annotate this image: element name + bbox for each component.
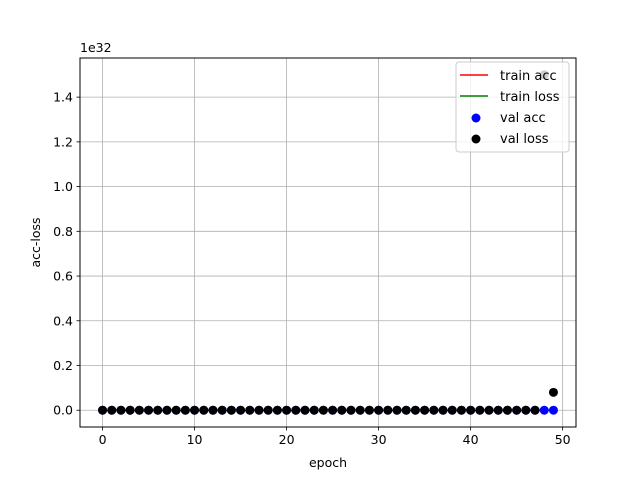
val-loss-point [548,387,558,397]
data-layer [98,70,558,415]
val-loss-point [392,405,402,415]
val-loss-point [199,405,209,415]
tick-layer: 0 10 20 30 40 50 0.0 0.2 0.4 0.6 0.8 1.0 1.2 1.4 [53,90,571,447]
val-loss-point [364,405,374,415]
legend-box [455,61,570,153]
val-loss-point [383,405,393,415]
val-loss-point [245,405,255,415]
val-loss-point [374,405,384,415]
val-loss-point [475,405,485,415]
val-loss-point [180,405,190,415]
val-loss-point [401,405,411,415]
val-acc-point [548,405,558,415]
val-loss-point [309,405,319,415]
val-loss-point [125,405,135,415]
legend-label-train-loss: train loss [500,90,560,105]
val-loss-point [328,405,338,415]
val-loss-point [318,405,328,415]
val-loss-point [98,405,108,415]
legend-label-train-acc: train acc [500,69,557,84]
legend-label-val-acc: val acc [500,111,546,126]
y-tick-label: 1.4 [53,90,73,105]
val-loss-point [171,405,181,415]
val-loss-point [420,405,430,415]
x-tick-label: 0 [99,432,107,447]
y-tick-label: 0.8 [53,224,73,239]
val-loss-point [236,405,246,415]
val-loss-point [208,405,218,415]
val-loss-point [438,405,448,415]
val-loss-point [493,405,503,415]
val-loss-point [466,405,476,415]
val-loss-point [447,405,457,415]
val-loss-point [134,405,144,415]
val-loss-point [300,405,310,415]
val-loss-point [217,405,227,415]
val-loss-point [116,405,126,415]
y-tick-label: 1.2 [53,134,73,149]
val-loss-point [530,405,540,415]
val-acc-point [539,405,549,415]
plot-frame [79,57,577,428]
y-tick-label: 1.0 [53,179,73,194]
legend: train acc train loss val acc val loss [455,61,570,153]
legend-swatch-val-loss [471,134,481,144]
y-tick-label: 0.4 [53,313,73,328]
val-loss-point [355,405,365,415]
x-tick-label: 10 [187,432,203,447]
x-tick-label: 50 [555,432,571,447]
val-loss-point [521,405,531,415]
val-loss-point [272,405,282,415]
x-tick-label: 20 [279,432,295,447]
val-loss-point [291,405,301,415]
y-tick-label: 0.0 [53,403,73,418]
legend-label-val-loss: val loss [500,132,549,147]
val-loss-point [512,405,522,415]
x-tick-label: 30 [371,432,387,447]
val-loss-point [190,405,200,415]
val-loss-point [282,405,292,415]
val-loss-point [153,405,163,415]
val-loss-point [410,405,420,415]
y-tick-label: 0.6 [53,269,73,284]
val-loss-point [337,405,347,415]
val-loss-point [346,405,356,415]
val-loss-point [254,405,264,415]
val-loss-point [429,405,439,415]
val-loss-point [107,405,117,415]
x-axis-label: epoch [309,455,347,470]
y-tick-label: 0.2 [53,358,73,373]
val-loss-point [162,405,172,415]
y-axis-label: acc-loss [28,217,43,267]
val-loss-point [144,405,154,415]
val-loss-point [456,405,466,415]
grid-layer [80,58,576,427]
x-tick-label: 40 [463,432,479,447]
legend-swatch-val-acc [471,113,481,123]
val-loss-point [263,405,273,415]
val-loss-point [226,405,236,415]
val-loss-point [484,405,494,415]
val-loss-point [502,405,512,415]
y-offset-text: 1e32 [80,40,112,55]
